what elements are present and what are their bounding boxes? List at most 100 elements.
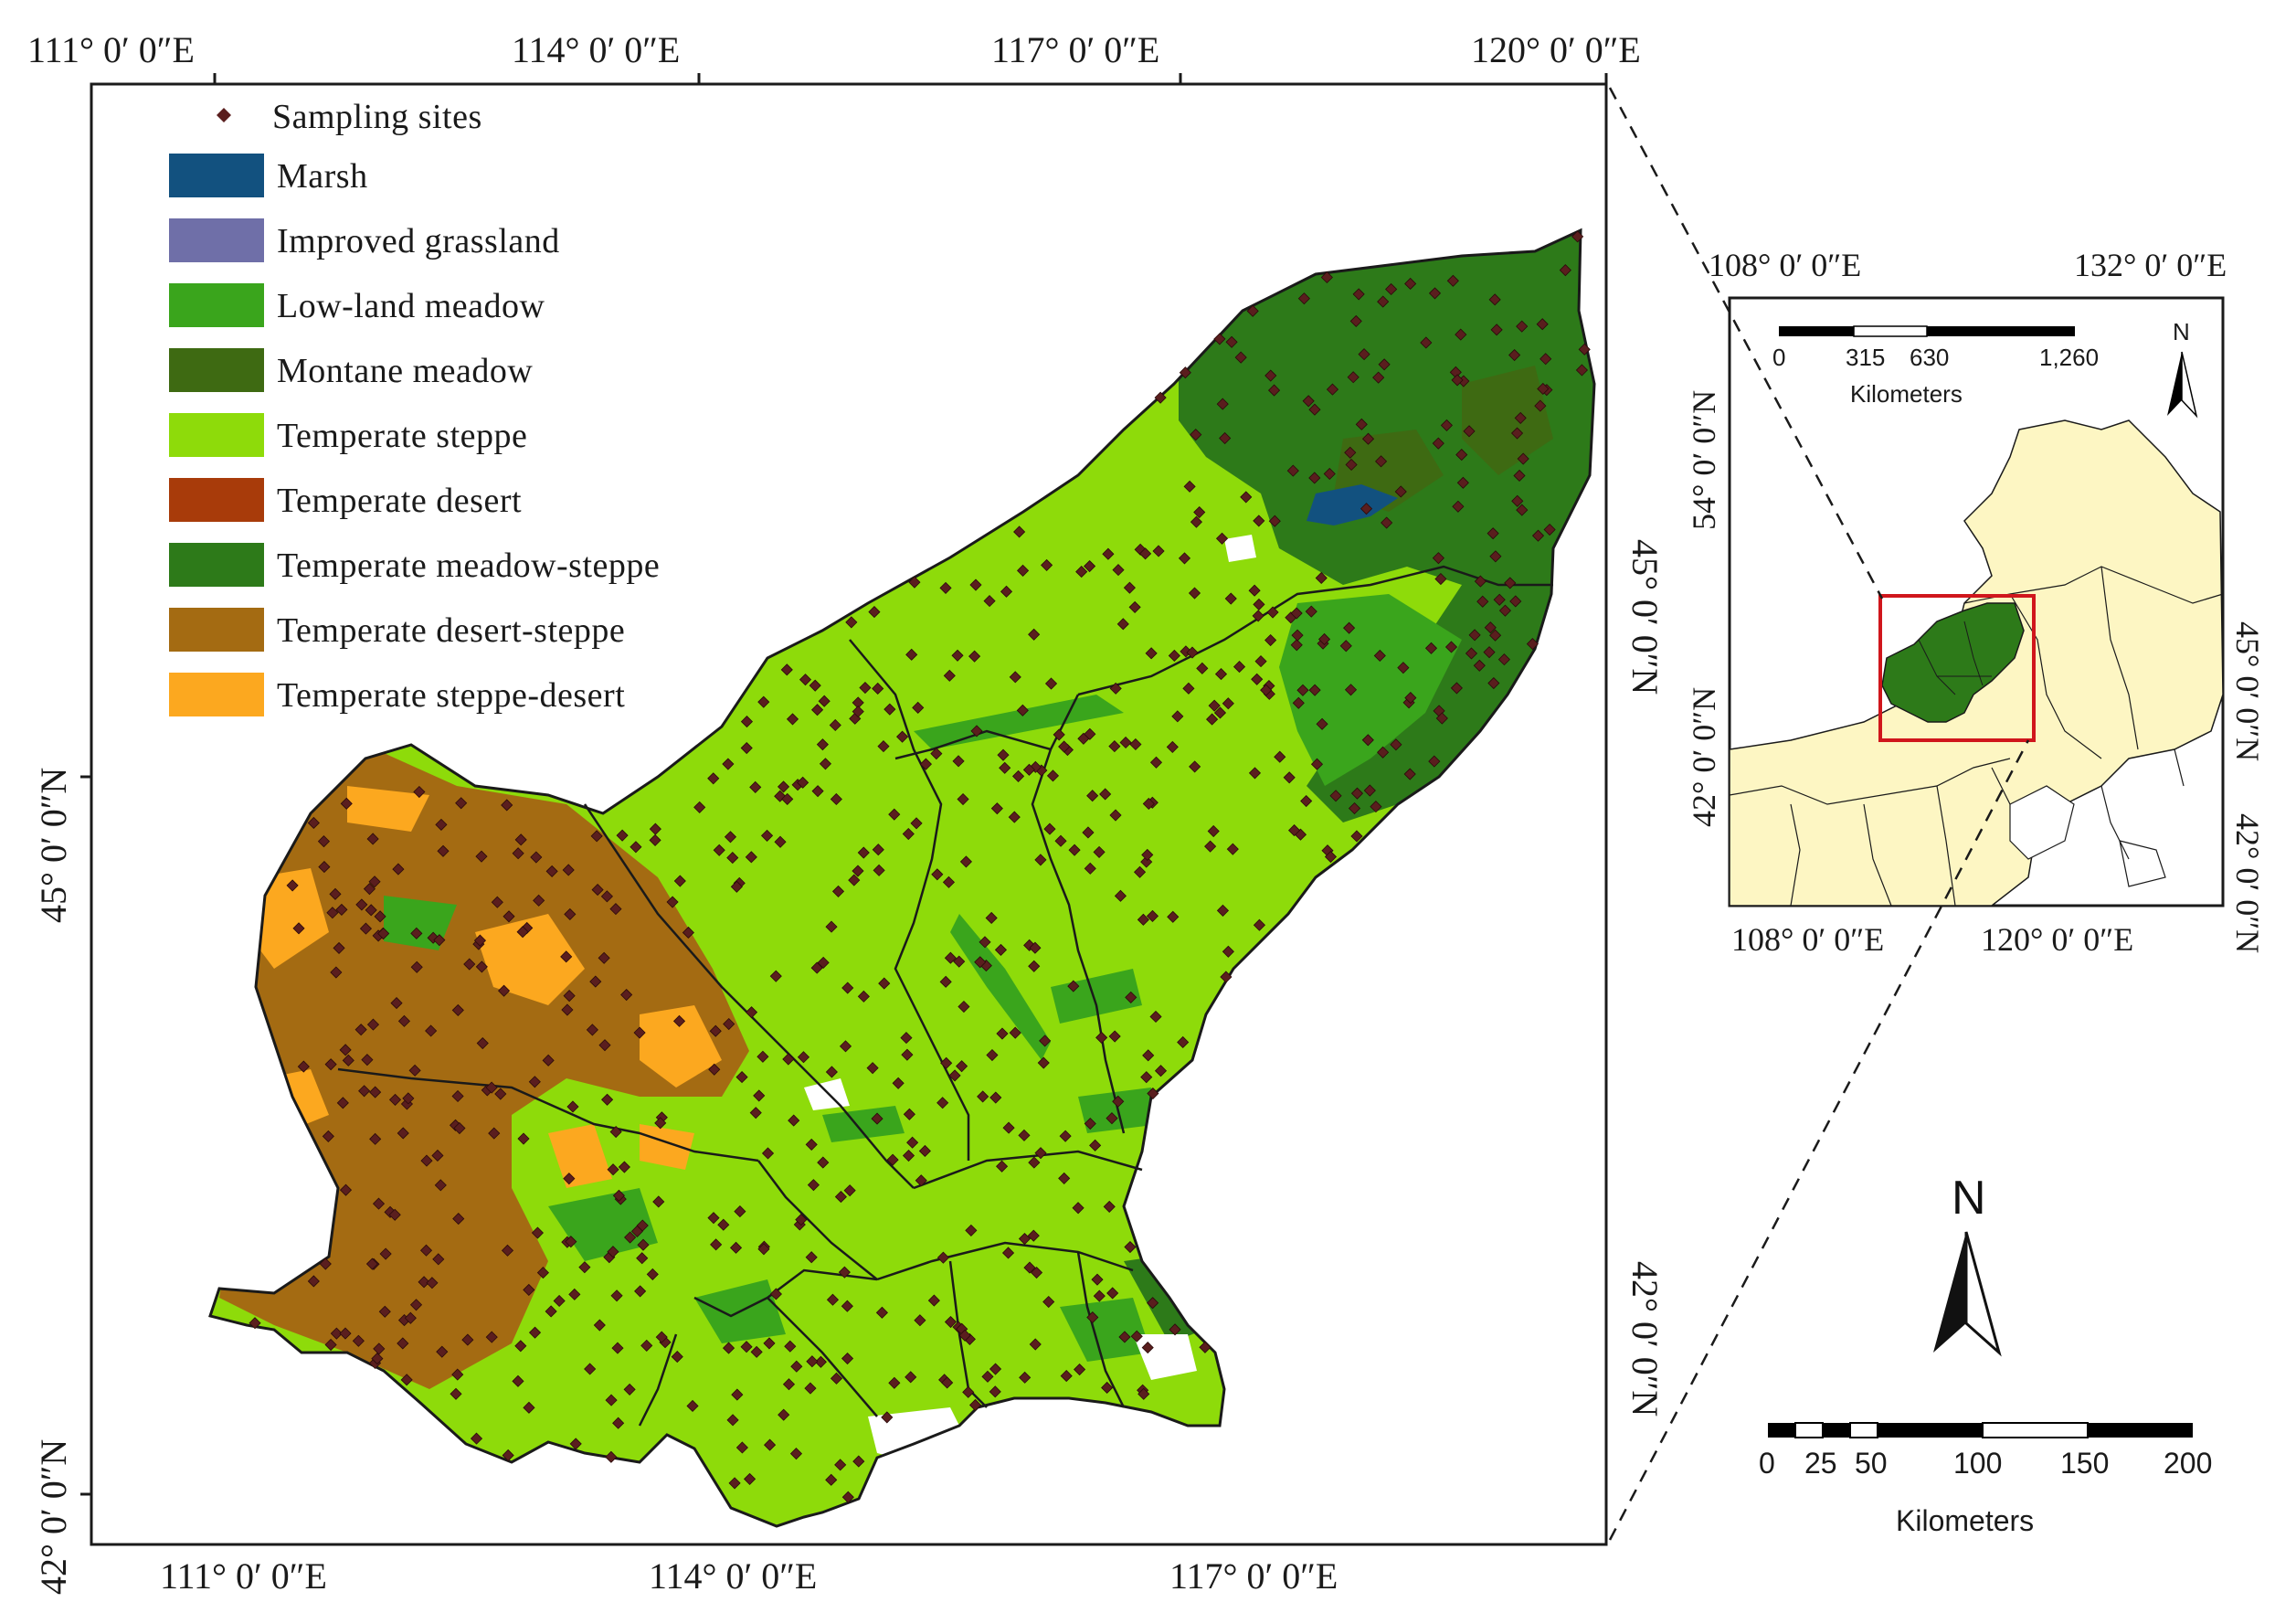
sampling-site [536,1267,549,1279]
sampling-site [994,943,1008,956]
sampling-site [633,1026,646,1039]
sampling-site [753,1089,766,1102]
inset-right-45: 45° 0′ 0″N [2229,621,2266,761]
sampling-site [927,1294,940,1307]
sampling-site [1370,801,1382,813]
sampling-site [996,1160,1009,1173]
sampling-site [749,780,762,793]
sampling-site [397,1014,411,1027]
sampling-site [1190,429,1202,441]
sampling-site [374,910,386,923]
sampling-site [1225,335,1238,348]
sampling-site [1377,295,1390,308]
sampling-site [974,956,987,969]
sampling-site [997,748,1010,761]
sampling-site [1182,682,1195,695]
sampling-site [402,1092,415,1105]
sampling-site [1348,801,1361,815]
sampling-site [1108,740,1121,753]
sampling-site [782,1053,795,1066]
sampling-site [805,1138,818,1151]
inset-bottom-120: 120° 0′ 0″E [1981,921,2133,958]
sampling-site [601,1093,614,1106]
sampling-site [1149,756,1163,769]
bottom-label-117: 117° 0′ 0″E [1169,1555,1338,1597]
sampling-site [528,1326,542,1339]
sampling-site [1578,343,1591,355]
sampling-site [330,1327,343,1340]
sampling-site [404,1311,417,1324]
sampling-site [1149,1010,1162,1024]
sampling-site [1465,647,1478,660]
sampling-site [1019,1371,1032,1384]
sampling-site [666,896,679,908]
sampling-site [726,1414,739,1427]
sampling-site [1251,673,1264,685]
sampling-site [426,1277,439,1289]
sampling-site [451,1368,464,1381]
sampling-site [649,822,661,835]
sampling-site [655,1331,668,1343]
sampling-site [1575,364,1588,377]
sampling-site [413,785,426,799]
sampling-site [1226,843,1239,855]
sampling-site [1102,547,1115,560]
sampling-site [652,1195,665,1208]
sampling-site [1054,834,1067,847]
sampling-site [1484,621,1497,634]
sampling-site [707,1212,720,1225]
sampling-site [1344,446,1357,459]
legend-label-temperate-steppe-desert: Temperate steppe-desert [277,676,625,715]
sampling-site [523,1401,535,1414]
sampling-site [1129,738,1142,751]
sampling-site [1084,559,1096,573]
inset-scale-bar: 0 315 630 1,260 Kilometers [1772,325,2099,408]
sampling-site [1044,677,1058,690]
north-arrow: N [1933,1172,2002,1357]
sampling-site [672,1014,686,1027]
sampling-site [1283,771,1296,784]
sampling-site [807,1179,820,1192]
sampling-site [902,1149,915,1162]
bottom-label-114: 114° 0′ 0″E [649,1555,817,1597]
legend-swatch-temperate-desert-steppe [169,608,264,652]
sampling-site [1516,504,1529,516]
sampling-site [841,1300,853,1312]
sampling-site [352,1334,365,1347]
sampling-site [839,1040,852,1053]
sampling-site [1042,1295,1055,1309]
legend-sampling-sites: Sampling sites [272,98,482,136]
sampling-site [1142,797,1155,811]
sampling-site [1350,787,1364,800]
sampling-site [1428,755,1441,768]
sampling-site [322,1130,334,1142]
sampling-site [989,1385,1001,1398]
sampling-site [818,695,831,707]
sampling-site [1199,1341,1211,1353]
sampling-site [390,997,403,1010]
sampling-site [1189,760,1201,773]
sampling-site [777,780,790,793]
sampling-site [979,936,991,949]
sampling-site [1350,830,1363,843]
sampling-site [1089,1139,1102,1151]
sampling-site [1139,547,1152,560]
sampling-site [1390,738,1402,751]
sampling-site [1222,945,1234,958]
sampling-site [878,977,891,990]
sampling-site [750,1345,763,1358]
sampling-site [516,926,529,939]
sampling-site [760,829,774,842]
sampling-site [769,1288,782,1300]
legend-label-montane-meadow: Montane meadow [277,352,533,390]
sampling-site [686,1399,699,1413]
sampling-site [563,1173,576,1185]
inset-study-area [1881,602,2025,723]
sampling-site [841,1491,854,1503]
sampling-site [888,808,901,821]
sampling-site [1130,1330,1143,1342]
sampling-site [788,1114,800,1127]
top-label-120: 120° 0′ 0″E [1471,29,1641,70]
sampling-site [530,851,543,864]
sampling-site [427,931,439,944]
